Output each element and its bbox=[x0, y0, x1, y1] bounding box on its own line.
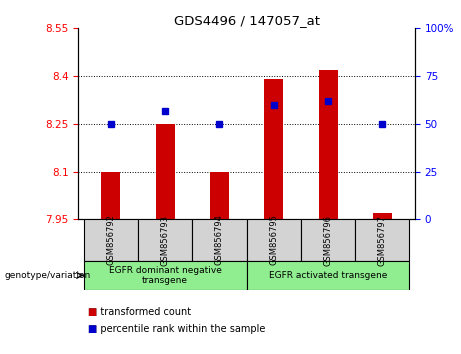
Bar bbox=[101, 172, 120, 219]
Text: EGFR dominant negative
transgene: EGFR dominant negative transgene bbox=[109, 266, 222, 285]
Bar bbox=[319, 70, 337, 219]
Text: genotype/variation: genotype/variation bbox=[5, 271, 91, 280]
Bar bbox=[247, 261, 409, 290]
Text: GSM856796: GSM856796 bbox=[324, 215, 332, 266]
Text: ■: ■ bbox=[88, 307, 97, 316]
Text: GSM856795: GSM856795 bbox=[269, 215, 278, 266]
Bar bbox=[264, 79, 283, 219]
Text: EGFR activated transgene: EGFR activated transgene bbox=[269, 271, 387, 280]
Text: GSM856792: GSM856792 bbox=[106, 215, 115, 266]
Bar bbox=[301, 219, 355, 261]
Bar bbox=[192, 219, 247, 261]
Bar bbox=[373, 213, 392, 219]
Bar bbox=[247, 219, 301, 261]
Text: GSM856794: GSM856794 bbox=[215, 215, 224, 266]
Bar bbox=[138, 219, 192, 261]
Text: GSM856793: GSM856793 bbox=[161, 215, 170, 266]
Text: ■ percentile rank within the sample: ■ percentile rank within the sample bbox=[88, 324, 265, 334]
Bar bbox=[156, 124, 175, 219]
Bar bbox=[355, 219, 409, 261]
Text: ■: ■ bbox=[88, 324, 97, 334]
Text: GSM856797: GSM856797 bbox=[378, 215, 387, 266]
Bar bbox=[210, 172, 229, 219]
Title: GDS4496 / 147057_at: GDS4496 / 147057_at bbox=[174, 14, 319, 27]
Text: ■ transformed count: ■ transformed count bbox=[88, 307, 191, 316]
Bar bbox=[84, 261, 247, 290]
Bar bbox=[84, 219, 138, 261]
